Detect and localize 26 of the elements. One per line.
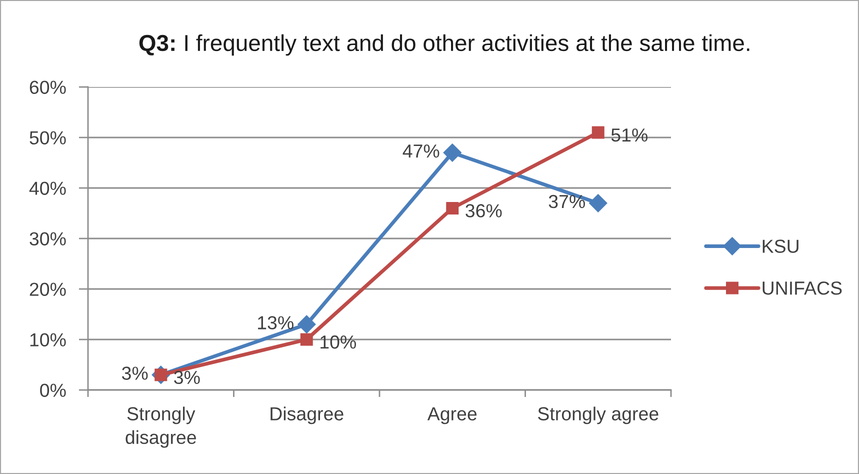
x-tick-label: Disagree [270,406,344,424]
data-label: 36% [466,204,502,218]
data-label: 3% [122,366,148,380]
data-label: 13% [258,316,294,330]
chart-title: Q3: I frequently text and do other activities at the same time. [139,34,750,56]
y-tick-label: 60% [30,80,66,94]
x-tick-label: Agree [427,407,477,424]
y-tick-label: 50% [30,131,66,144]
y-tick-label: 0% [40,384,66,397]
data-label: 47% [402,144,440,158]
y-tick-label: 20% [30,282,66,296]
y-tick-label: 30% [30,232,66,246]
data-label: 37% [548,194,585,208]
point [298,315,316,334]
y-tick-label: 10% [30,333,66,346]
point [300,333,313,346]
legend-label: KSU [762,240,798,253]
x-tick-label: Strongly agree [538,406,658,424]
point [446,202,459,214]
point [592,126,604,139]
legend-label: UNIFACS [762,281,842,295]
data-label: 3% [174,370,200,384]
point [589,194,608,212]
point [443,144,462,162]
y-tick-label: 40% [29,182,66,195]
x-tick-label: Strongly disagree [126,406,196,448]
